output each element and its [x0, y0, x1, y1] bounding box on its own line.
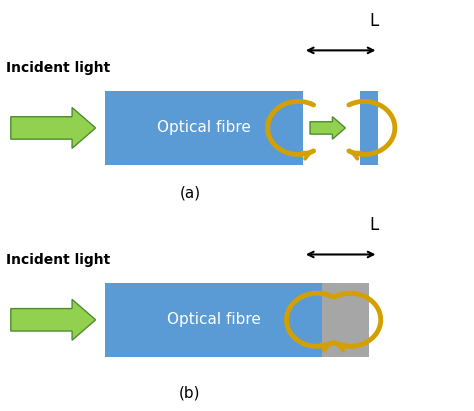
Text: (b): (b)	[179, 386, 201, 401]
FancyBboxPatch shape	[105, 91, 303, 165]
Text: L: L	[369, 12, 378, 30]
FancyArrow shape	[310, 117, 346, 139]
FancyBboxPatch shape	[105, 283, 322, 356]
Text: Optical fibre: Optical fibre	[157, 120, 251, 136]
FancyBboxPatch shape	[322, 283, 369, 356]
Text: L: L	[369, 216, 378, 234]
FancyBboxPatch shape	[359, 91, 378, 165]
Text: (a): (a)	[179, 186, 201, 201]
Text: Incident light: Incident light	[6, 253, 110, 267]
Text: Optical fibre: Optical fibre	[166, 312, 260, 327]
Text: Incident light: Incident light	[6, 61, 110, 75]
FancyArrow shape	[11, 108, 96, 148]
FancyArrow shape	[11, 299, 96, 340]
